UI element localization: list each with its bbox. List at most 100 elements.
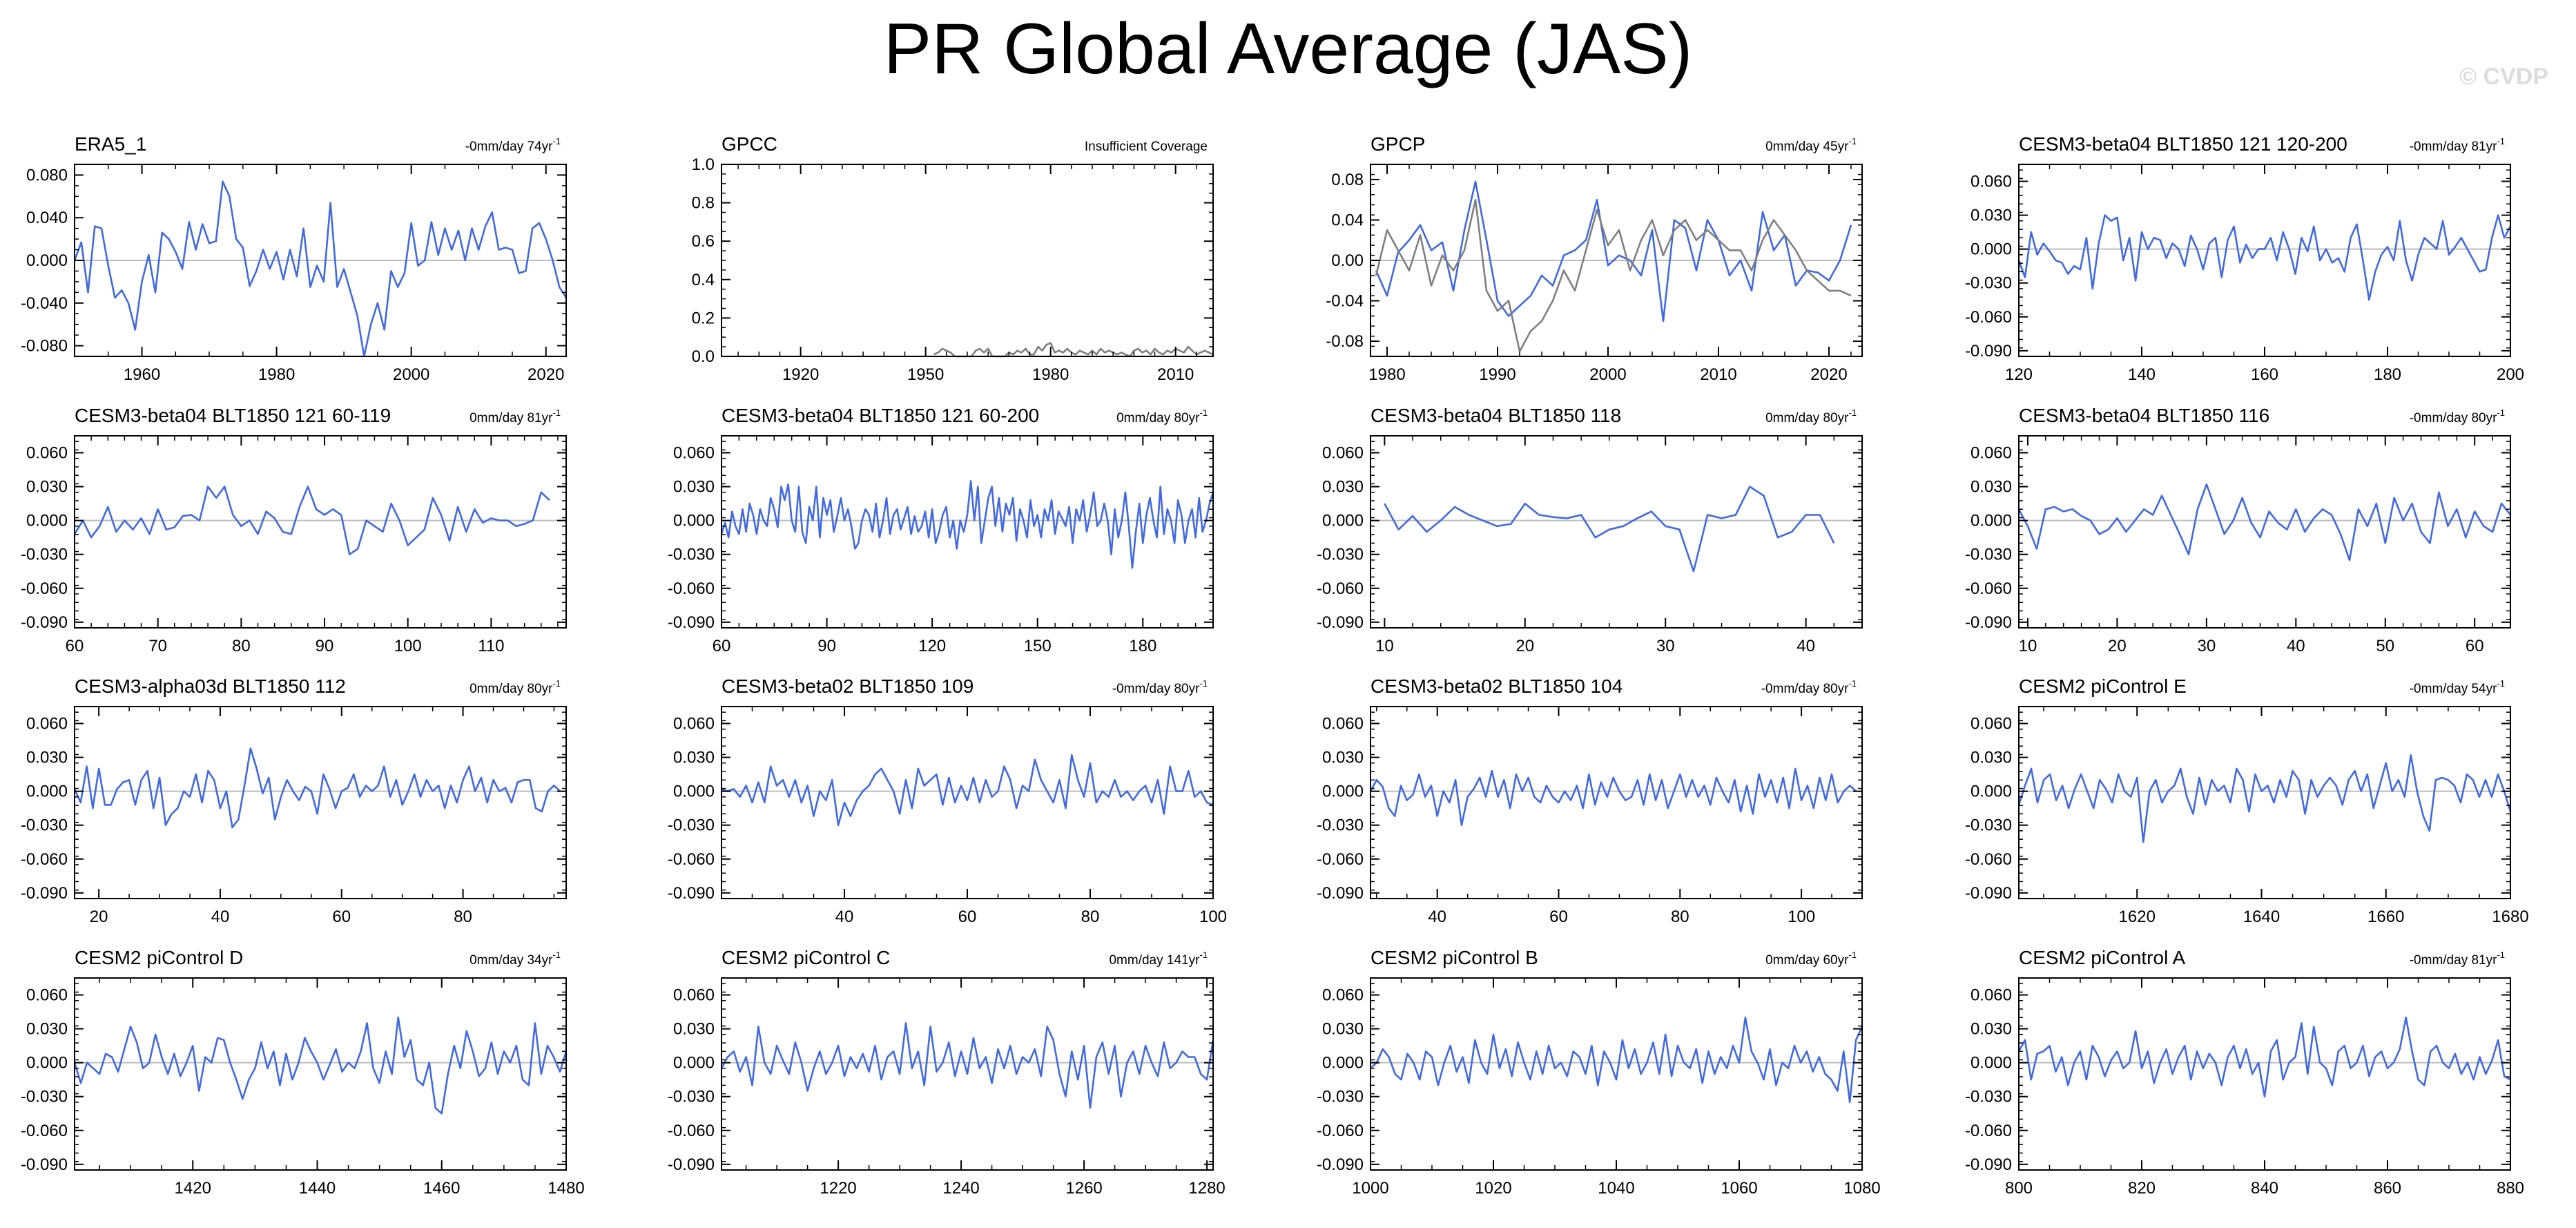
x-tick-label: 140 [2128, 365, 2156, 384]
y-tick-label: -0.060 [21, 1122, 68, 1140]
x-tick-label: 110 [478, 637, 504, 655]
y-tick-label: -0.090 [668, 884, 715, 903]
x-tick-label: 180 [2374, 365, 2401, 384]
panel-12: 1620 1640 1660 1680 -0.090 -0.060 -0.030 0.000 0… [1965, 675, 2529, 926]
x-tick-label: 1620 [2119, 908, 2156, 926]
panel-11: 40 60 80 100 -0.090 -0.060 -0.030 0.000 0.030 0.0… [1317, 675, 1863, 926]
panel-annotation: 0mm/day 80yr-1 [1116, 407, 1208, 425]
series-line-1 [73, 486, 550, 556]
x-tick-label: 40 [835, 908, 854, 926]
x-tick-label: 1240 [942, 1179, 979, 1198]
x-tick-label: 1980 [1368, 365, 1405, 384]
x-tick-label: 2020 [527, 365, 564, 384]
x-tick-label: 2000 [393, 365, 429, 384]
x-tick-label: 1640 [2243, 908, 2280, 926]
x-tick-label: 60 [958, 908, 977, 926]
y-tick-label: 0.4 [692, 271, 715, 289]
x-tick-label: 840 [2251, 1179, 2278, 1198]
x-tick-label: 50 [2376, 637, 2394, 655]
series-line-1 [1375, 180, 1852, 323]
y-tick-label: 0.060 [26, 444, 68, 463]
x-tick-label: 1950 [907, 365, 944, 384]
x-tick-label: 1020 [1475, 1179, 1511, 1198]
y-tick-label: -0.030 [1965, 274, 2012, 293]
y-tick-label: 0.030 [1322, 749, 1364, 767]
panel-annotation: -0mm/day 81yr-1 [2410, 136, 2505, 154]
x-tick-label: 2010 [1700, 365, 1736, 384]
panel-annotation: 0mm/day 45yr-1 [1765, 136, 1857, 154]
y-tick-label: 0.060 [1970, 715, 2012, 733]
x-tick-label: 100 [1199, 908, 1227, 926]
panel-title: CESM3-beta04 BLT1850 116 [2019, 405, 2269, 426]
y-tick-label: 0.060 [1322, 444, 1364, 463]
plot-frame [1370, 435, 1863, 629]
y-tick-label: 0.060 [1322, 986, 1364, 1005]
panel-annotation: -0mm/day 80yr-1 [2410, 407, 2505, 425]
series-line-1 [933, 342, 1214, 358]
y-tick-label: 0.000 [26, 251, 68, 270]
plot-frame [74, 706, 567, 899]
panel-10: 40 60 80 100 -0.090 -0.060 -0.030 0.000 0.030 0.0… [668, 675, 1227, 926]
y-tick-label: 0.060 [673, 715, 715, 733]
y-tick-label: 0.060 [673, 444, 715, 463]
y-tick-label: 0.030 [673, 478, 715, 497]
x-tick-label: 60 [1549, 908, 1568, 926]
panel-title: CESM3-alpha03d BLT1850 112 [75, 675, 346, 697]
y-tick-label: -0.060 [21, 579, 68, 598]
y-tick-label: 0.000 [1970, 783, 2012, 801]
cvdp-watermark: © CVDP [2459, 64, 2548, 90]
panel-8: 10 20 30 40 50 60 -0.090 -0.060 -0.030 0.000 0.030… [1965, 405, 2512, 655]
series-line-1 [73, 180, 568, 358]
y-tick-label: 0.000 [26, 1054, 68, 1073]
panel-title: CESM2 piControl C [722, 947, 890, 968]
y-tick-label: 0.00 [1331, 251, 1364, 270]
panel-6: 60 90 120 150 180 -0.090 -0.060 -0.030 0.000 0.03… [668, 405, 1214, 655]
panel-14: 1220 1240 1260 1280 -0.090 -0.060 -0.030 0.000 0… [668, 947, 1226, 1198]
x-tick-label: 1980 [1032, 365, 1069, 384]
panel-annotation: -0mm/day 80yr-1 [1112, 678, 1208, 696]
plot-frame [721, 706, 1214, 899]
y-tick-label: -0.060 [1317, 579, 1364, 598]
y-tick-label: 0.000 [26, 512, 68, 530]
x-tick-label: 20 [2108, 637, 2127, 655]
x-tick-label: 1480 [548, 1179, 584, 1198]
y-tick-label: -0.030 [1965, 1088, 2012, 1106]
y-tick-label: 0.060 [26, 986, 68, 1005]
panel-title: CESM3-beta04 BLT1850 121 60-119 [75, 405, 391, 426]
series-line-2 [1375, 198, 1852, 353]
x-tick-label: 40 [211, 908, 230, 926]
plot-frame [2018, 977, 2511, 1171]
y-tick-label: -0.080 [21, 337, 68, 356]
series-line-1 [73, 747, 561, 829]
y-tick-label: 0.030 [1322, 478, 1364, 497]
y-tick-label: 0.060 [1970, 986, 2012, 1005]
x-tick-label: 1280 [1188, 1179, 1225, 1198]
x-tick-label: 90 [316, 637, 334, 655]
x-tick-label: 80 [454, 908, 472, 926]
series-line-1 [720, 1022, 1214, 1109]
x-tick-label: 90 [817, 637, 836, 655]
panel-annotation: 0mm/day 80yr-1 [469, 678, 561, 696]
y-tick-label: 0.6 [692, 232, 715, 251]
x-tick-label: 40 [1797, 637, 1815, 655]
y-tick-label: -0.060 [1965, 579, 2012, 598]
plot-frame [2018, 164, 2511, 357]
y-tick-label: 0.060 [26, 715, 68, 733]
y-tick-label: -0.060 [21, 850, 68, 869]
y-tick-label: -0.090 [1317, 884, 1364, 903]
series-line-1 [2017, 483, 2512, 562]
x-tick-label: 1040 [1598, 1179, 1634, 1198]
y-tick-label: -0.060 [668, 850, 715, 869]
x-tick-label: 30 [1656, 637, 1675, 655]
x-tick-label: 1220 [820, 1179, 856, 1198]
panel-title: CESM3-beta04 BLT1850 121 120-200 [2019, 133, 2347, 155]
panel-title: GPCC [722, 133, 777, 155]
x-tick-label: 30 [2198, 637, 2216, 655]
panel-15: 1000 1020 1040 1060 1080 -0.090 -0.060 -0.030 0.… [1317, 947, 1881, 1198]
x-tick-label: 1440 [299, 1179, 336, 1198]
y-tick-label: 0.000 [673, 1054, 715, 1073]
main-title: PR Global Average (JAS) [883, 9, 1693, 89]
y-tick-label: -0.090 [668, 1155, 715, 1174]
panel-title: CESM3-beta02 BLT1850 104 [1371, 675, 1623, 697]
